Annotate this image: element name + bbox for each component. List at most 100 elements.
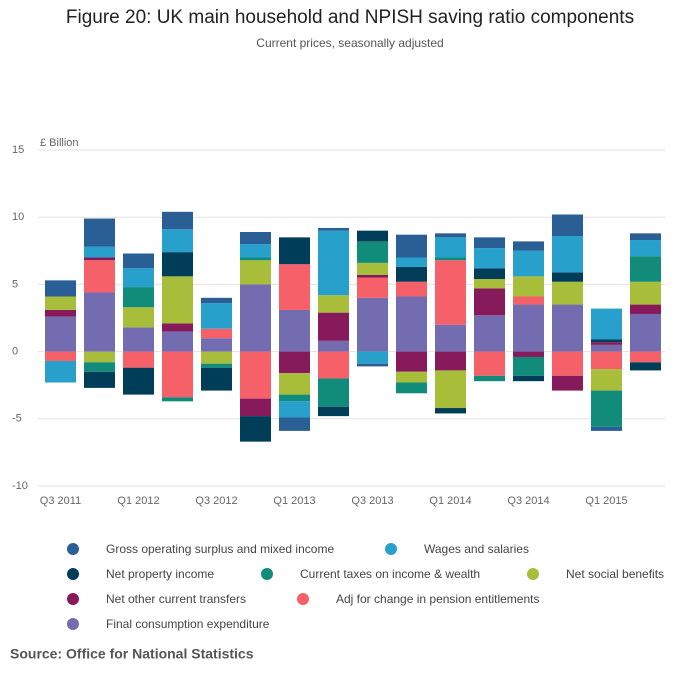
- bar-segment: [279, 309, 310, 352]
- legend-marker: [385, 543, 397, 555]
- bar-segment: [474, 268, 505, 280]
- bar-segment: [279, 373, 310, 395]
- bar-segment: [84, 292, 115, 352]
- source: Source: Office for National Statistics: [10, 646, 254, 662]
- x-tick-label: Q3 2011: [40, 495, 81, 507]
- y-tick-label: 10: [12, 211, 24, 223]
- bar-segment: [318, 340, 349, 352]
- bar-segment: [435, 260, 466, 325]
- bar-segment: [435, 257, 466, 261]
- bar-segment: [396, 371, 427, 383]
- legend-label: Gross operating surplus and mixed income: [106, 542, 334, 556]
- bar-segment: [84, 362, 115, 372]
- y-tick-label: 5: [12, 278, 18, 290]
- bar-segment: [201, 338, 232, 352]
- bar-segment: [357, 351, 388, 364]
- bar-segment: [123, 268, 154, 288]
- bar-segment: [513, 351, 544, 357]
- bar-segment: [84, 260, 115, 293]
- bar-segment: [123, 367, 154, 395]
- bar-segment: [591, 426, 622, 431]
- bar-segment: [240, 260, 271, 285]
- bar-segment: [591, 344, 622, 352]
- bar-segment: [396, 296, 427, 352]
- bar-segment: [162, 252, 193, 277]
- bar-segment: [318, 378, 349, 407]
- bar-segment: [357, 274, 388, 278]
- legend-marker: [67, 543, 79, 555]
- bar-segment: [318, 230, 349, 296]
- x-tick-label: Q1 2014: [429, 495, 471, 507]
- x-tick-label: Q3 2012: [195, 495, 237, 507]
- bar-segment: [123, 327, 154, 352]
- bar-segment: [396, 351, 427, 372]
- bar-segment: [396, 234, 427, 258]
- bar-segment: [591, 351, 622, 370]
- bar-segment: [513, 356, 544, 376]
- bar-segment: [318, 227, 349, 231]
- bar-segment: [201, 297, 232, 304]
- bar-segment: [123, 253, 154, 269]
- bar-segment: [552, 281, 583, 305]
- bar-segment: [630, 256, 661, 282]
- chart-title: Figure 20: UK main household and NPISH s…: [66, 7, 634, 28]
- bar-segment: [474, 237, 505, 249]
- y-tick-label: -10: [12, 480, 28, 492]
- bar-segment: [591, 369, 622, 391]
- bar-segment: [435, 324, 466, 352]
- bar-segment: [279, 264, 310, 310]
- bar-segment: [552, 375, 583, 391]
- bar-segment: [123, 287, 154, 308]
- bar-segment: [552, 236, 583, 273]
- legend-label: Final consumption expenditure: [106, 617, 270, 631]
- bar-segment: [474, 288, 505, 316]
- bar-segment: [630, 313, 661, 352]
- bar-segment: [357, 241, 388, 263]
- bar-segment: [630, 240, 661, 257]
- bar-segment: [474, 248, 505, 269]
- bar-segment: [84, 257, 115, 261]
- bar-segment: [591, 308, 622, 340]
- chart-subtitle: Current prices, seasonally adjusted: [256, 36, 443, 50]
- x-tick-label: Q1 2012: [117, 495, 159, 507]
- bar-segment: [318, 312, 349, 341]
- bar-segment: [396, 257, 427, 267]
- bar-segment: [162, 229, 193, 253]
- bar-segment: [552, 214, 583, 237]
- bar-segment: [513, 241, 544, 251]
- legend-label: Adj for change in pension entitlements: [336, 592, 539, 606]
- bar-segment: [513, 276, 544, 297]
- legend-marker: [67, 568, 79, 580]
- x-tick-label: Q1 2013: [273, 495, 315, 507]
- bar-segment: [162, 351, 193, 398]
- x-tick-label: Q3 2013: [351, 495, 393, 507]
- bar-segment: [240, 416, 271, 442]
- bar-segment: [591, 390, 622, 427]
- bar-segment: [279, 237, 310, 265]
- bar-segment: [396, 266, 427, 282]
- bar-segment: [552, 304, 583, 352]
- bar-segment: [513, 250, 544, 277]
- bar-segment: [474, 375, 505, 382]
- y-tick-label: -5: [12, 413, 22, 425]
- bar-segment: [162, 397, 193, 402]
- bar-segment: [45, 296, 76, 310]
- bar-segment: [396, 382, 427, 394]
- bar-segment: [240, 351, 271, 399]
- bar-segment: [513, 375, 544, 382]
- bar-segment: [162, 323, 193, 332]
- bar-segment: [396, 281, 427, 297]
- bar-segment: [513, 304, 544, 352]
- bar-segment: [201, 351, 232, 364]
- bar-segment: [123, 351, 154, 368]
- bar-segment: [240, 231, 271, 245]
- bar-segment: [513, 296, 544, 305]
- bar-segment: [474, 315, 505, 352]
- bar-segment: [435, 237, 466, 258]
- bar-segment: [201, 367, 232, 391]
- bar-segment: [162, 331, 193, 352]
- bar-segment: [552, 272, 583, 282]
- bar-segment: [45, 309, 76, 317]
- bar-segment: [357, 277, 388, 298]
